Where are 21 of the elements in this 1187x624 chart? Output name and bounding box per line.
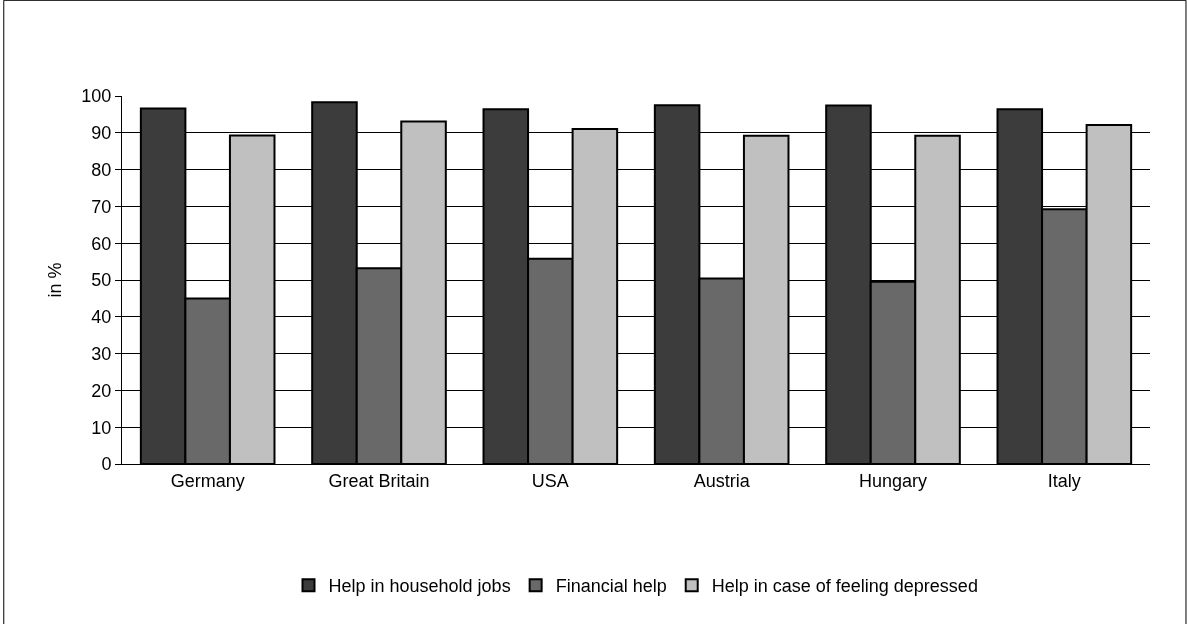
y-tick-label: 40 (91, 307, 112, 328)
y-tick-label: 60 (91, 233, 112, 254)
x-tick-label: Hungary (858, 470, 928, 491)
y-tick-label: 20 (91, 380, 112, 401)
y-tick-label: 50 (91, 270, 112, 291)
y-tick-label: 90 (91, 123, 112, 144)
legend-label: Help in household jobs (328, 576, 511, 597)
y-tick-label: 100 (81, 86, 112, 107)
x-tick-label: Great Britain (328, 470, 430, 491)
y-tick-label: 70 (91, 196, 112, 217)
y-tick-label: 80 (91, 159, 112, 180)
y-tick-label: 0 (101, 454, 112, 475)
y-tick-label: 10 (91, 417, 112, 438)
x-tick-label: Italy (1047, 470, 1081, 491)
y-tick-label: 30 (91, 343, 112, 364)
x-tick-label: USA (531, 470, 569, 491)
legend-label: Financial help (555, 576, 667, 597)
x-tick-label: Austria (693, 470, 751, 491)
x-tick-label: Germany (170, 470, 245, 491)
y-axis-title: in % (44, 262, 65, 298)
legend-label: Help in case of feeling depressed (711, 576, 978, 597)
